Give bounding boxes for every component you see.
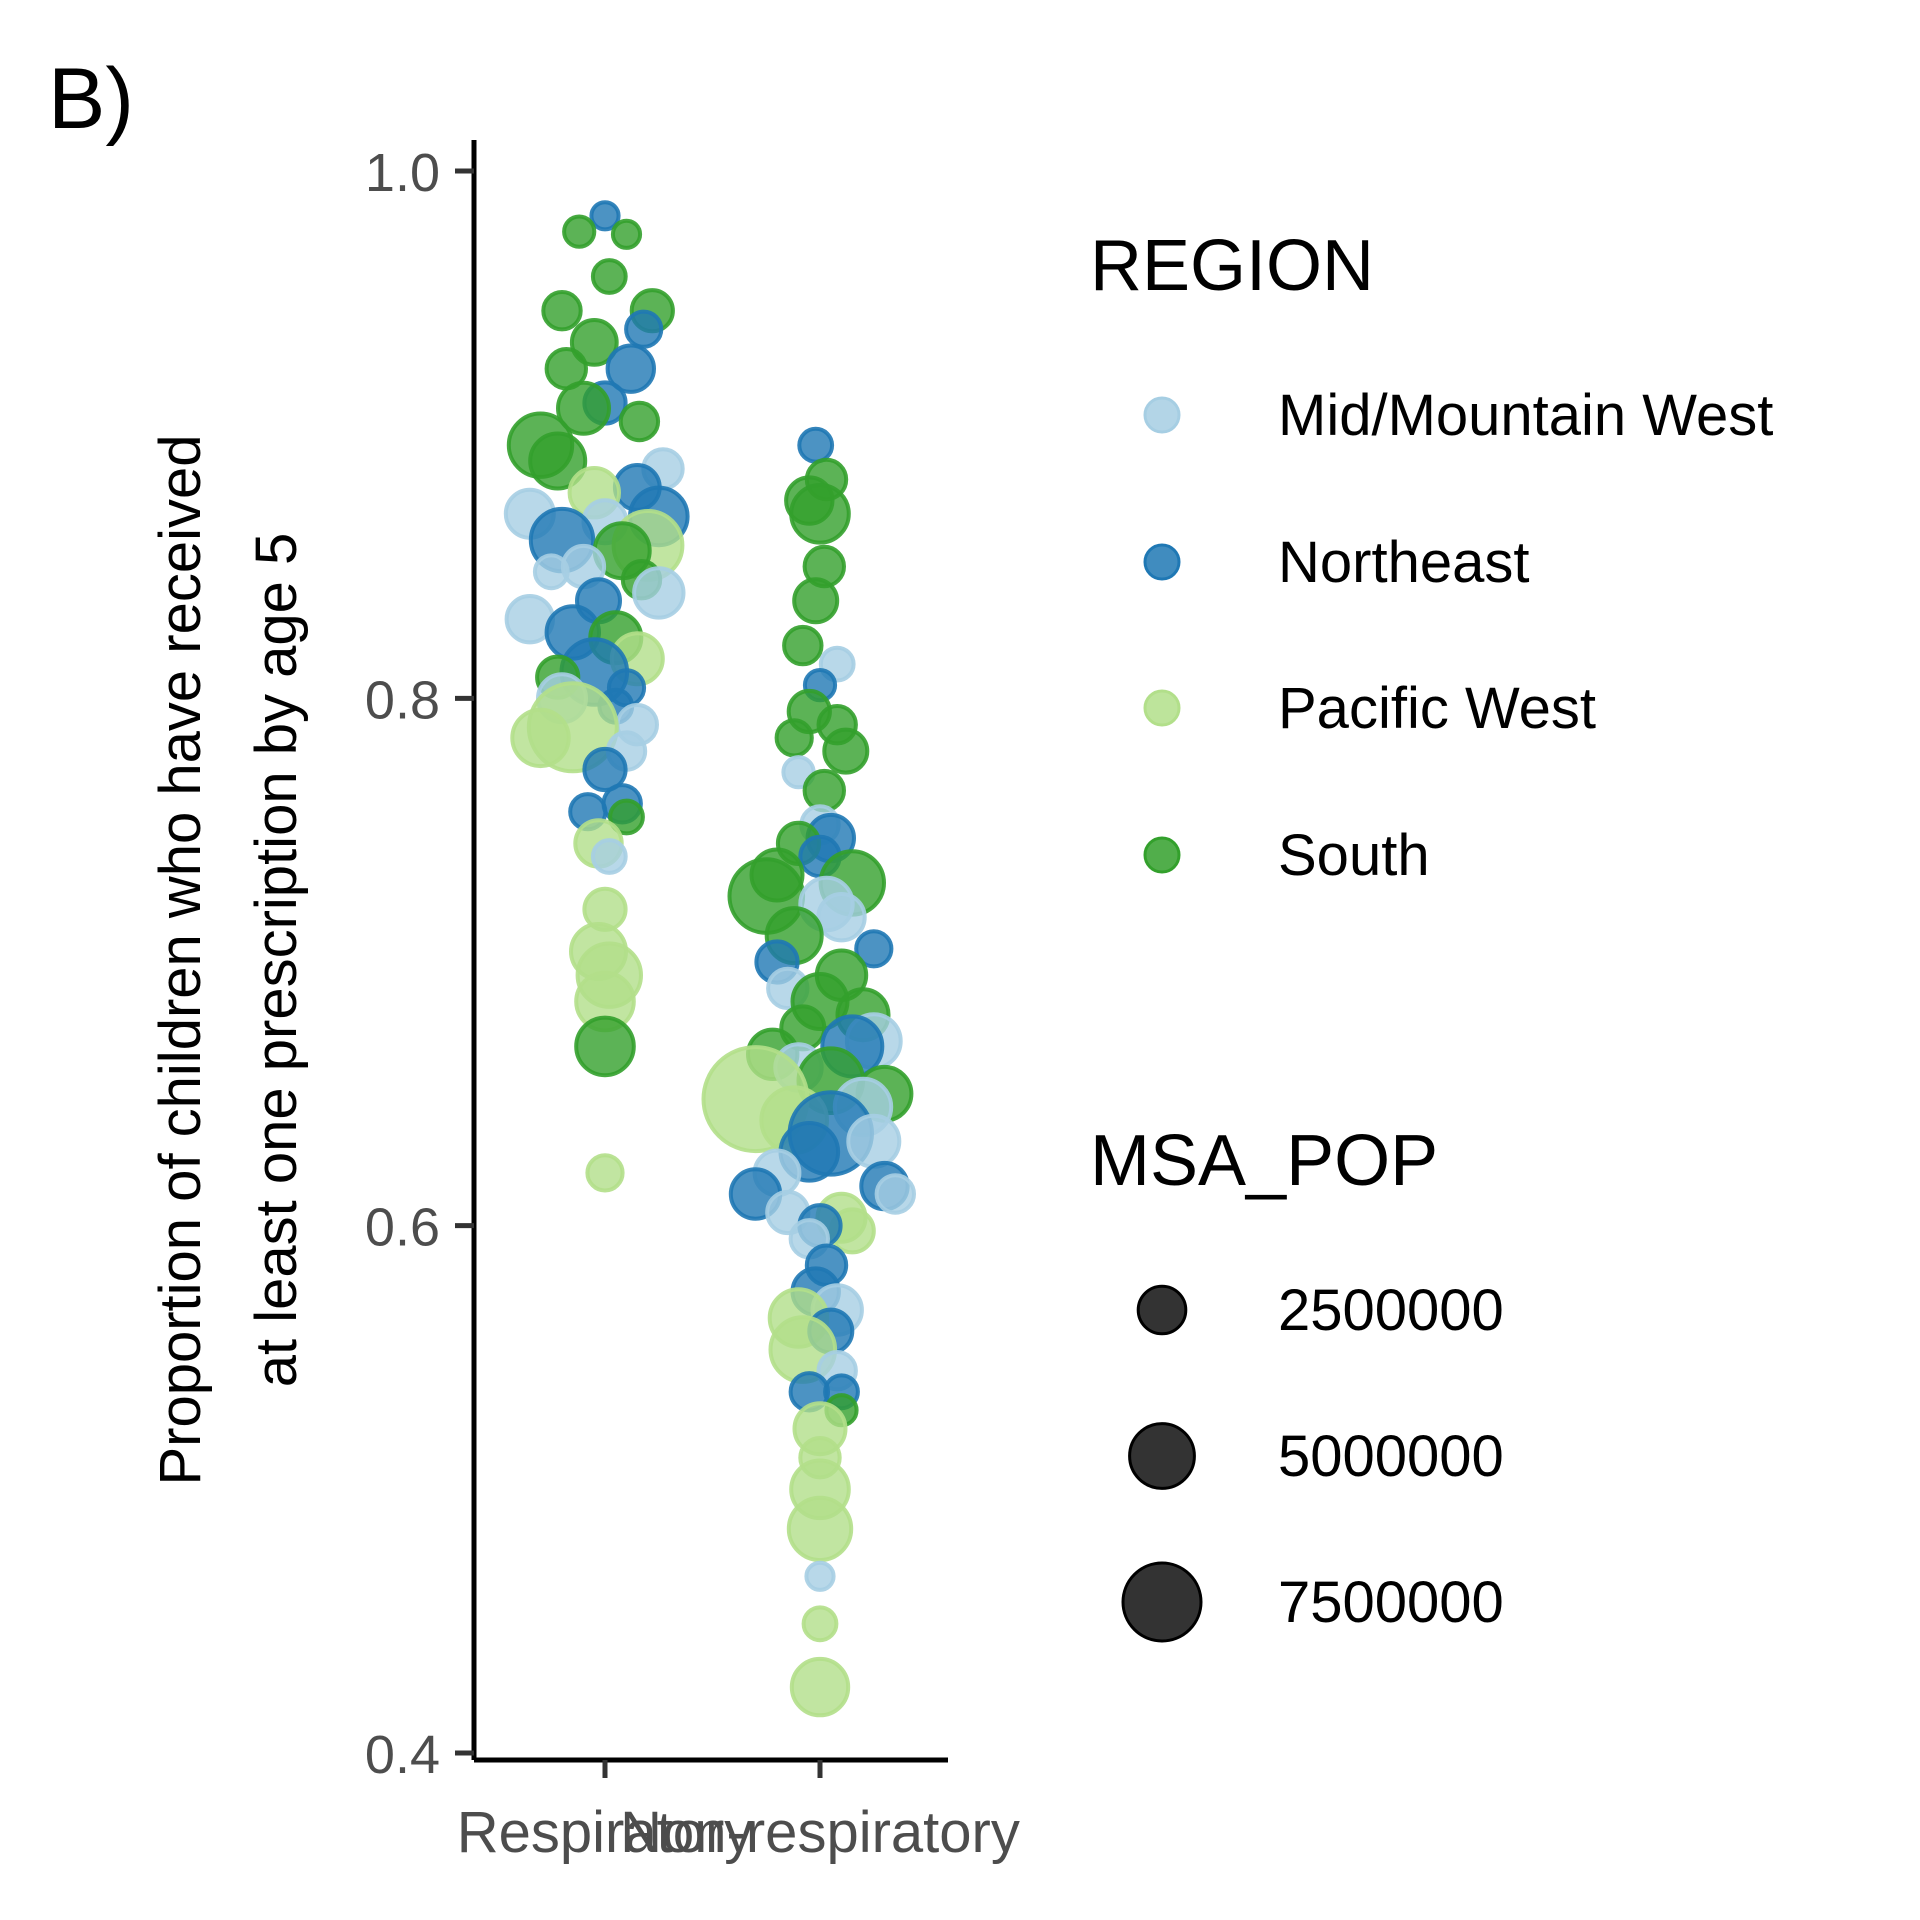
y-tick-label: 0.6 xyxy=(365,1198,440,1258)
size-legend-title: MSA_POP xyxy=(1090,1121,1438,1201)
x-tick-label: Non-respiratory xyxy=(620,1800,1020,1865)
color-legend-key xyxy=(1143,689,1181,727)
data-point xyxy=(590,838,628,875)
color-legend-label: Northeast xyxy=(1278,530,1529,595)
y-tick-label: 0.4 xyxy=(365,1725,440,1785)
data-point xyxy=(816,892,867,943)
data-point xyxy=(802,768,846,813)
data-point xyxy=(797,426,835,464)
data-point xyxy=(589,200,621,232)
data-point xyxy=(632,566,686,620)
data-point xyxy=(585,1153,625,1193)
color-legend-key xyxy=(1143,543,1181,581)
size-legend-label: 5000000 xyxy=(1278,1424,1504,1489)
data-point xyxy=(801,1605,839,1643)
x-tick-label: Respiratory xyxy=(457,1800,754,1865)
data-point xyxy=(804,1560,836,1592)
y-tick-label: 1.0 xyxy=(365,143,440,203)
data-points xyxy=(503,200,916,1718)
data-point xyxy=(532,553,570,591)
data-point xyxy=(786,1495,854,1563)
data-point xyxy=(510,707,571,769)
legend: REGION Mid/Mountain West Northeast Pacific … xyxy=(1090,226,1773,1643)
size-legend-label: 2500000 xyxy=(1278,1278,1504,1343)
color-legend-label: Mid/Mountain West xyxy=(1278,383,1773,448)
size-legend-key xyxy=(1128,1422,1196,1490)
size-legend-label: 7500000 xyxy=(1278,1570,1504,1635)
data-point xyxy=(854,929,894,969)
data-point xyxy=(774,718,814,758)
data-point xyxy=(574,1015,636,1078)
data-point xyxy=(541,290,583,332)
data-point xyxy=(822,727,870,775)
color-legend-key xyxy=(1143,396,1181,434)
data-point xyxy=(618,400,661,443)
data-point xyxy=(610,218,643,250)
size-legend-key xyxy=(1136,1284,1188,1336)
data-point xyxy=(608,798,645,836)
data-point xyxy=(789,1656,851,1718)
data-point xyxy=(562,214,597,249)
y-axis-title-line-1: Proportion of children who have received xyxy=(148,434,213,1485)
data-point xyxy=(624,309,664,349)
data-point xyxy=(846,1113,902,1169)
data-point xyxy=(590,258,628,295)
y-tick-label: 0.8 xyxy=(365,670,440,730)
panel-label: B) xyxy=(48,51,134,147)
color-legend-label: Pacific West xyxy=(1278,676,1596,741)
data-point xyxy=(556,380,611,436)
data-point xyxy=(528,431,588,491)
y-axis-title: Proportion of children who have received… xyxy=(148,434,309,1485)
y-axis-title-line-2: at least one prescription by age 5 xyxy=(244,533,309,1387)
data-point xyxy=(874,1173,916,1215)
data-point xyxy=(582,746,628,793)
data-point xyxy=(789,483,851,545)
color-legend-title: REGION xyxy=(1090,226,1374,306)
data-point xyxy=(782,624,824,667)
data-point xyxy=(569,318,619,367)
data-point xyxy=(605,343,656,394)
size-legend-key xyxy=(1121,1561,1203,1643)
data-point xyxy=(792,577,840,625)
color-legend-key xyxy=(1143,836,1181,874)
color-legend-label: South xyxy=(1278,823,1430,888)
